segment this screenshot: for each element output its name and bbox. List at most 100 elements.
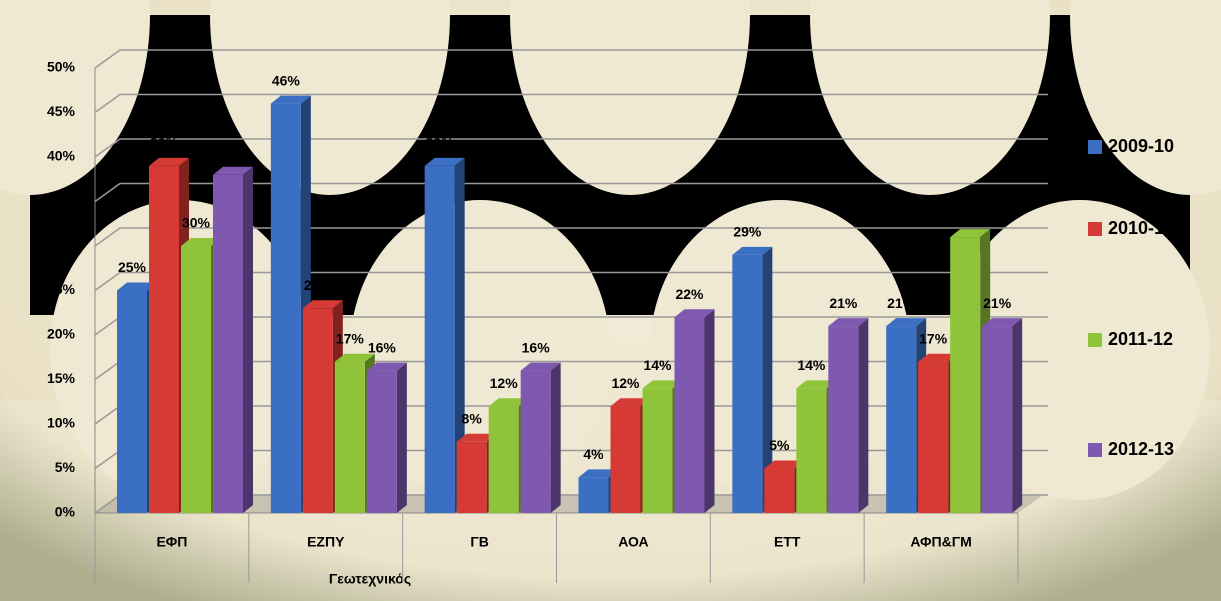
bar (213, 174, 243, 514)
y-tick-label: 0% (55, 504, 76, 520)
data-label: 5% (769, 437, 790, 453)
bar (334, 361, 365, 513)
data-label: 30% (182, 215, 211, 231)
data-label: 22% (675, 286, 704, 302)
bar-side (454, 157, 465, 513)
bar-side (550, 362, 561, 513)
y-tick-label: 40% (47, 148, 76, 164)
legend-label: 2011-12 (1108, 329, 1173, 349)
y-tick-label: 10% (47, 415, 76, 431)
legend-swatch (1088, 333, 1102, 347)
bar-top (642, 380, 683, 389)
bar-top (828, 318, 869, 327)
bar-top (610, 398, 651, 407)
bar (918, 361, 949, 513)
bar-side (243, 166, 253, 514)
data-label: 12% (611, 375, 640, 391)
bar-top (334, 353, 375, 362)
bar (366, 370, 397, 513)
bar-top (674, 309, 715, 318)
bar (796, 388, 827, 513)
bar-side (396, 362, 407, 513)
data-label: 21% (829, 295, 858, 311)
data-label: 46% (272, 72, 301, 88)
bar-top (366, 362, 407, 371)
data-label: 14% (643, 357, 672, 373)
y-tick-label: 50% (47, 59, 76, 75)
grid-line (94, 49, 1048, 69)
bar (642, 388, 673, 513)
bar (270, 103, 301, 513)
bar (950, 237, 981, 513)
data-label: 4% (583, 446, 604, 462)
data-label: 17% (919, 330, 948, 346)
bar-top (488, 398, 529, 407)
bar-side (762, 246, 773, 513)
bar (181, 246, 211, 513)
legend-swatch (1088, 222, 1102, 236)
bar-top (424, 157, 465, 166)
x-tick-label: ΕΤΤ (774, 534, 801, 550)
data-label: 29% (733, 224, 762, 240)
y-tick-label: 30% (47, 237, 76, 253)
legend-swatch (1088, 443, 1102, 457)
y-tick-label: 15% (47, 370, 76, 386)
bar-side (1012, 318, 1023, 513)
bar (610, 406, 641, 513)
y-tick-label: 35% (47, 192, 76, 208)
data-label: 21% (887, 295, 916, 311)
bar (149, 165, 179, 513)
legend-label: 2009-10 (1108, 136, 1174, 156)
legend-label: 2010-11 (1108, 218, 1173, 238)
x-tick-label: ΕΖΠΥ (307, 534, 345, 550)
x-tick-label: ΑΦΠ&ΓΜ (910, 534, 972, 550)
bar-top (918, 353, 959, 362)
data-label: 21% (983, 295, 1012, 311)
grid-line (94, 138, 1048, 158)
bar (520, 370, 551, 513)
bar-top (520, 362, 561, 371)
grid-line (94, 93, 1048, 114)
data-label: 12% (490, 375, 519, 391)
bar-top (886, 318, 927, 327)
grid-line (94, 182, 1048, 203)
x-tick-label: ΑΟΑ (618, 534, 648, 550)
data-label: 8% (462, 411, 483, 427)
bar (828, 326, 859, 513)
bar-top (982, 318, 1023, 327)
legend-label: 2012-13 (1108, 439, 1174, 459)
y-tick-label: 5% (55, 459, 76, 475)
data-label: 25% (118, 259, 147, 275)
bar-top (117, 282, 157, 291)
bar-top (149, 157, 189, 166)
y-tick-label: 45% (47, 103, 76, 119)
data-label: 16% (522, 339, 551, 355)
bar (886, 326, 917, 513)
bar-top (302, 300, 343, 309)
bar-top (456, 433, 497, 442)
grid-line (94, 227, 1048, 247)
bar (578, 477, 609, 513)
bar-top (270, 95, 311, 104)
data-label: 14% (797, 357, 826, 373)
data-label: 16% (368, 339, 397, 355)
bar (732, 254, 763, 513)
x-tick-label: ΓΒ (470, 534, 489, 550)
bar-top (181, 238, 221, 246)
x-axis-title: Γεωτεχνικός (329, 571, 411, 587)
data-label: 31% (951, 206, 980, 222)
y-tick-label: 20% (47, 326, 76, 342)
bar (764, 468, 795, 513)
bar-top (213, 166, 253, 175)
bar-top (764, 460, 805, 469)
data-label: 23% (304, 277, 333, 293)
data-label: 38% (214, 144, 243, 160)
legend-swatch (1088, 140, 1102, 154)
bar-top (732, 246, 773, 255)
bar (982, 326, 1013, 513)
bar-top (796, 380, 837, 389)
bar-top (578, 469, 619, 478)
bar (456, 441, 487, 513)
data-label: 39% (150, 135, 179, 151)
